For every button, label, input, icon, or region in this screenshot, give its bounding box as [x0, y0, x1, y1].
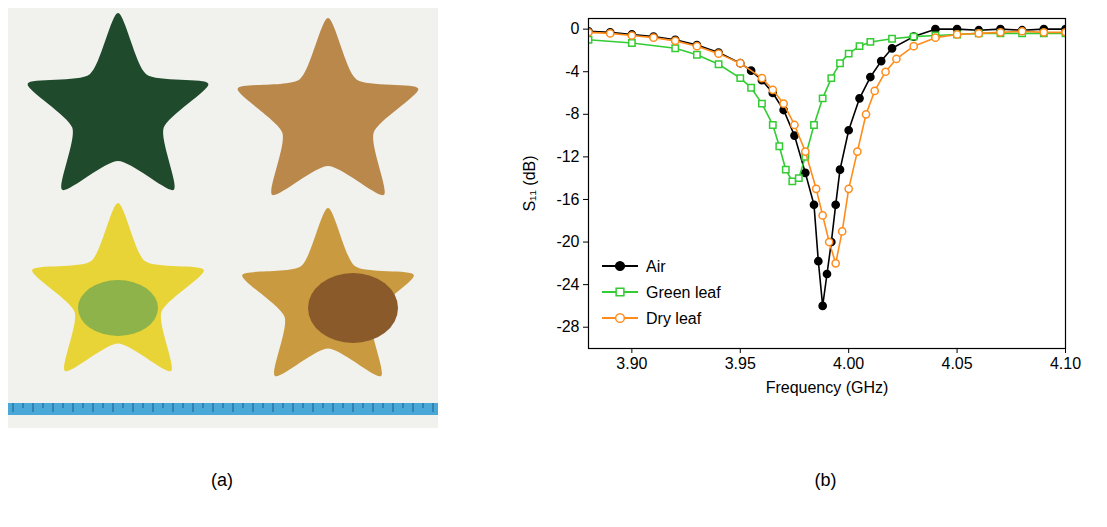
svg-text:Air: Air [646, 258, 666, 275]
svg-text:-12: -12 [556, 148, 579, 165]
svg-text:-16: -16 [556, 191, 579, 208]
svg-text:-28: -28 [556, 318, 579, 335]
svg-text:0: 0 [571, 20, 580, 37]
svg-text:4.10: 4.10 [1050, 355, 1081, 372]
svg-text:-8: -8 [565, 105, 579, 122]
svg-text:-4: -4 [565, 63, 579, 80]
svg-text:3.90: 3.90 [616, 355, 647, 372]
svg-text:-20: -20 [556, 233, 579, 250]
svg-text:S₁₁ (dB): S₁₁ (dB) [521, 155, 538, 211]
svg-text:Frequency (GHz): Frequency (GHz) [766, 379, 889, 396]
svg-text:3.95: 3.95 [725, 355, 756, 372]
svg-text:Dry leaf: Dry leaf [646, 310, 702, 327]
html-text:(b): (b) [814, 470, 837, 490]
svg-text:4.00: 4.00 [833, 355, 864, 372]
svg-text:-24: -24 [556, 276, 579, 293]
svg-text:Green leaf: Green leaf [646, 284, 721, 301]
html-text:(a): (a) [211, 470, 233, 490]
svg-text:4.05: 4.05 [942, 355, 973, 372]
